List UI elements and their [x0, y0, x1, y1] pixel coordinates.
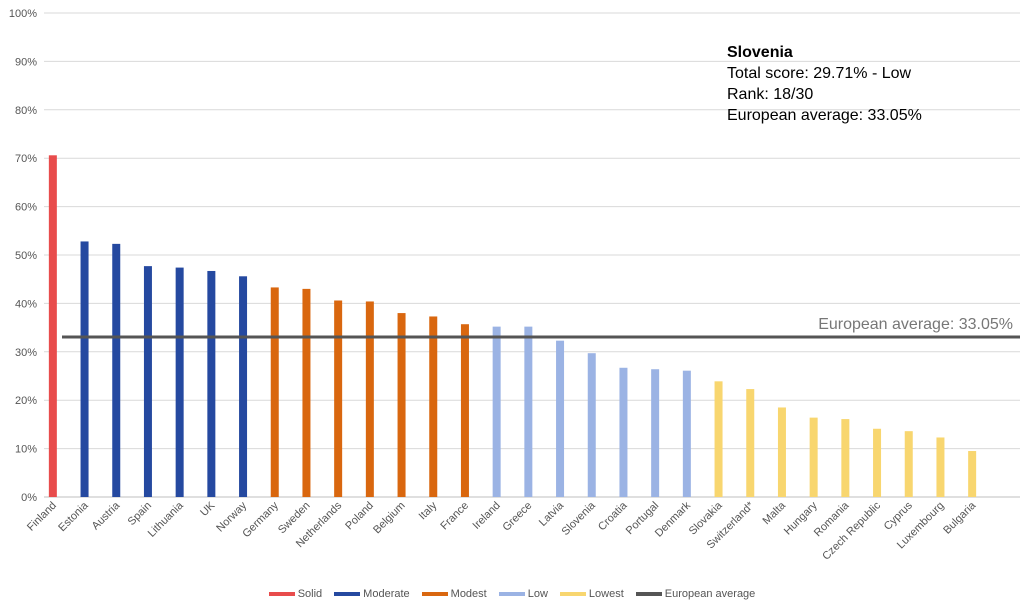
x-tick-label: Belgium	[371, 500, 408, 537]
bar	[682, 370, 691, 497]
y-tick-label: 40%	[15, 298, 37, 310]
legend-item: Lowest	[559, 588, 624, 600]
bar	[175, 267, 184, 497]
bar	[80, 241, 89, 497]
x-tick-label: Finland	[25, 500, 59, 534]
bar	[651, 369, 660, 497]
bar	[365, 301, 374, 497]
bar	[777, 407, 786, 497]
y-tick-label: 60%	[15, 202, 37, 214]
x-tick-label: Malta	[761, 499, 789, 527]
bar	[112, 243, 121, 497]
legend-item: Modest	[421, 588, 487, 600]
info-box-rank: Rank: 18/30	[727, 86, 814, 103]
bar	[207, 270, 216, 497]
x-tick-label: Latvia	[537, 499, 567, 529]
info-box-title: Slovenia	[727, 44, 793, 61]
x-tick-label: Denmark	[653, 499, 693, 539]
bar	[619, 367, 628, 497]
x-tick-label: Greece	[500, 500, 534, 534]
bar	[492, 326, 501, 497]
info-box-total-score: Total score: 29.71% - Low	[727, 65, 912, 82]
x-tick-label: Czech Republic	[820, 499, 883, 562]
y-tick-label: 80%	[15, 105, 37, 117]
info-box: Slovenia Total score: 29.71% - Low Rank:…	[727, 42, 922, 126]
y-tick-label: 90%	[15, 56, 37, 68]
legend-swatch	[559, 592, 586, 596]
x-tick-label: Estonia	[56, 499, 91, 534]
y-axis: 0% 10% 20% 30% 40% 50% 60% 70% 80% 90% 100%	[9, 8, 37, 504]
gridlines	[44, 12, 1020, 498]
bar	[968, 451, 977, 497]
bar	[556, 340, 565, 497]
bar	[809, 417, 818, 497]
x-tick-label: France	[438, 500, 471, 533]
x-tick-label: Lithuania	[146, 499, 187, 540]
legend-swatch	[421, 592, 448, 596]
bar	[397, 313, 406, 497]
legend-item: Moderate	[334, 588, 410, 600]
legend-item: Solid	[268, 588, 323, 600]
bar	[587, 353, 596, 497]
bar	[460, 324, 469, 497]
legend-swatch	[498, 592, 525, 596]
bar	[746, 389, 755, 497]
bar	[714, 381, 723, 497]
y-tick-label: 50%	[15, 250, 37, 262]
y-tick-label: 10%	[15, 444, 37, 456]
legend-label: Modest	[450, 588, 487, 600]
european-average-line: European average: 33.05%	[62, 316, 1020, 339]
y-tick-label: 30%	[15, 347, 37, 359]
y-tick-label: 20%	[15, 395, 37, 407]
legend-label: Lowest	[588, 588, 624, 600]
bar	[48, 155, 57, 497]
legend-label: Solid	[297, 588, 323, 600]
x-tick-label: Spain	[126, 500, 154, 528]
legend-item: Low	[498, 588, 548, 600]
bar	[270, 287, 279, 497]
legend-label: European average	[664, 588, 756, 600]
x-tick-label: Slovenia	[560, 499, 599, 538]
bar	[904, 431, 913, 497]
legend-label: Moderate	[363, 588, 410, 600]
x-tick-label: UK	[198, 499, 218, 519]
bar	[873, 428, 882, 497]
x-tick-label: Austria	[90, 499, 123, 532]
reference-line-label: European average: 33.05%	[818, 316, 1013, 333]
legend-swatch	[334, 592, 361, 596]
legend: Solid Moderate Modest Low Lowest European ave…	[0, 588, 1024, 600]
info-box-european-average: European average: 33.05%	[727, 107, 922, 124]
x-tick-label: Italy	[417, 499, 440, 522]
bar	[143, 266, 152, 497]
legend-item: European average	[635, 588, 756, 600]
bar	[429, 316, 438, 497]
bar	[302, 288, 311, 497]
legend-swatch	[268, 592, 295, 596]
x-tick-label: Germany	[240, 499, 281, 540]
y-tick-label: 0%	[21, 492, 37, 504]
bar	[936, 437, 945, 497]
bar-chart: 0% 10% 20% 30% 40% 50% 60% 70% 80% 90% 100% Finlan…	[9, 8, 1020, 563]
legend-swatch	[635, 592, 662, 596]
bar	[334, 300, 343, 497]
x-tick-label: Ireland	[470, 500, 502, 532]
bar	[841, 419, 850, 497]
y-tick-label: 100%	[9, 8, 37, 20]
bar	[524, 326, 533, 497]
y-tick-label: 70%	[15, 153, 37, 165]
x-tick-label: Bulgaria	[941, 499, 979, 537]
legend-label: Low	[527, 588, 548, 600]
bar	[239, 276, 248, 497]
bars	[48, 155, 977, 497]
